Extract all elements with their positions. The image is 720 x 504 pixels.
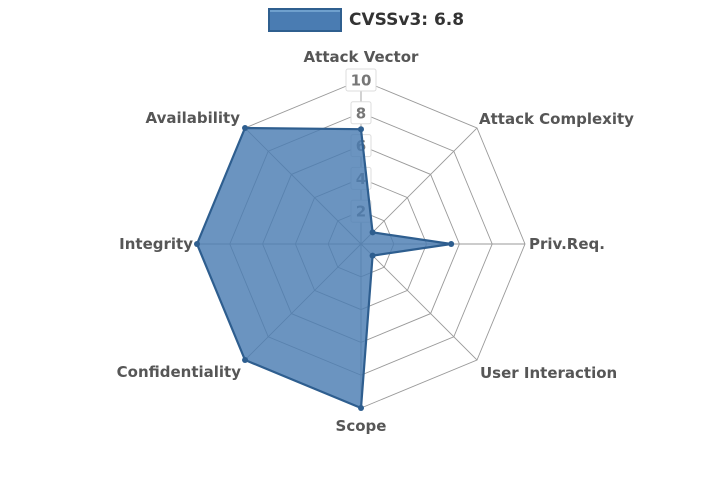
- legend-swatch[interactable]: [268, 8, 342, 32]
- series-area: [197, 128, 452, 408]
- tick-box-10: [345, 68, 377, 92]
- vertex-marker-6[interactable]: [194, 241, 200, 247]
- vertex-marker-0[interactable]: [358, 126, 364, 133]
- tick-label-10: 10: [351, 72, 372, 90]
- axis-label-attack-complexity: Attack Complexity: [479, 110, 634, 128]
- axis-label-confidentiality: Confidentiality: [117, 363, 242, 381]
- vertex-marker-2[interactable]: [448, 241, 455, 247]
- axis-label-priv-req: Priv.Req.: [529, 235, 605, 253]
- vertex-marker-7[interactable]: [242, 125, 249, 132]
- axis-label-attack-vector: Attack Vector: [304, 48, 419, 66]
- axis-label-availability: Availability: [146, 109, 241, 127]
- radar-spoke: [360, 127, 478, 245]
- axis-label-integrity: Integrity: [119, 235, 193, 253]
- tick-box-8: [350, 101, 372, 125]
- vertex-marker-1[interactable]: [369, 229, 376, 236]
- tick-label-8: 8: [356, 104, 366, 122]
- vertex-marker-3[interactable]: [369, 252, 376, 259]
- radar-spoke: [360, 243, 478, 361]
- axis-label-user-interaction: User Interaction: [480, 364, 617, 382]
- vertex-marker-4[interactable]: [358, 405, 364, 411]
- legend-item[interactable]: CVSSv3: 6.8: [268, 8, 464, 32]
- legend-series-label: CVSSv3: 6.8: [349, 10, 465, 30]
- vertex-marker-5[interactable]: [242, 356, 249, 363]
- axis-label-scope: Scope: [336, 417, 387, 435]
